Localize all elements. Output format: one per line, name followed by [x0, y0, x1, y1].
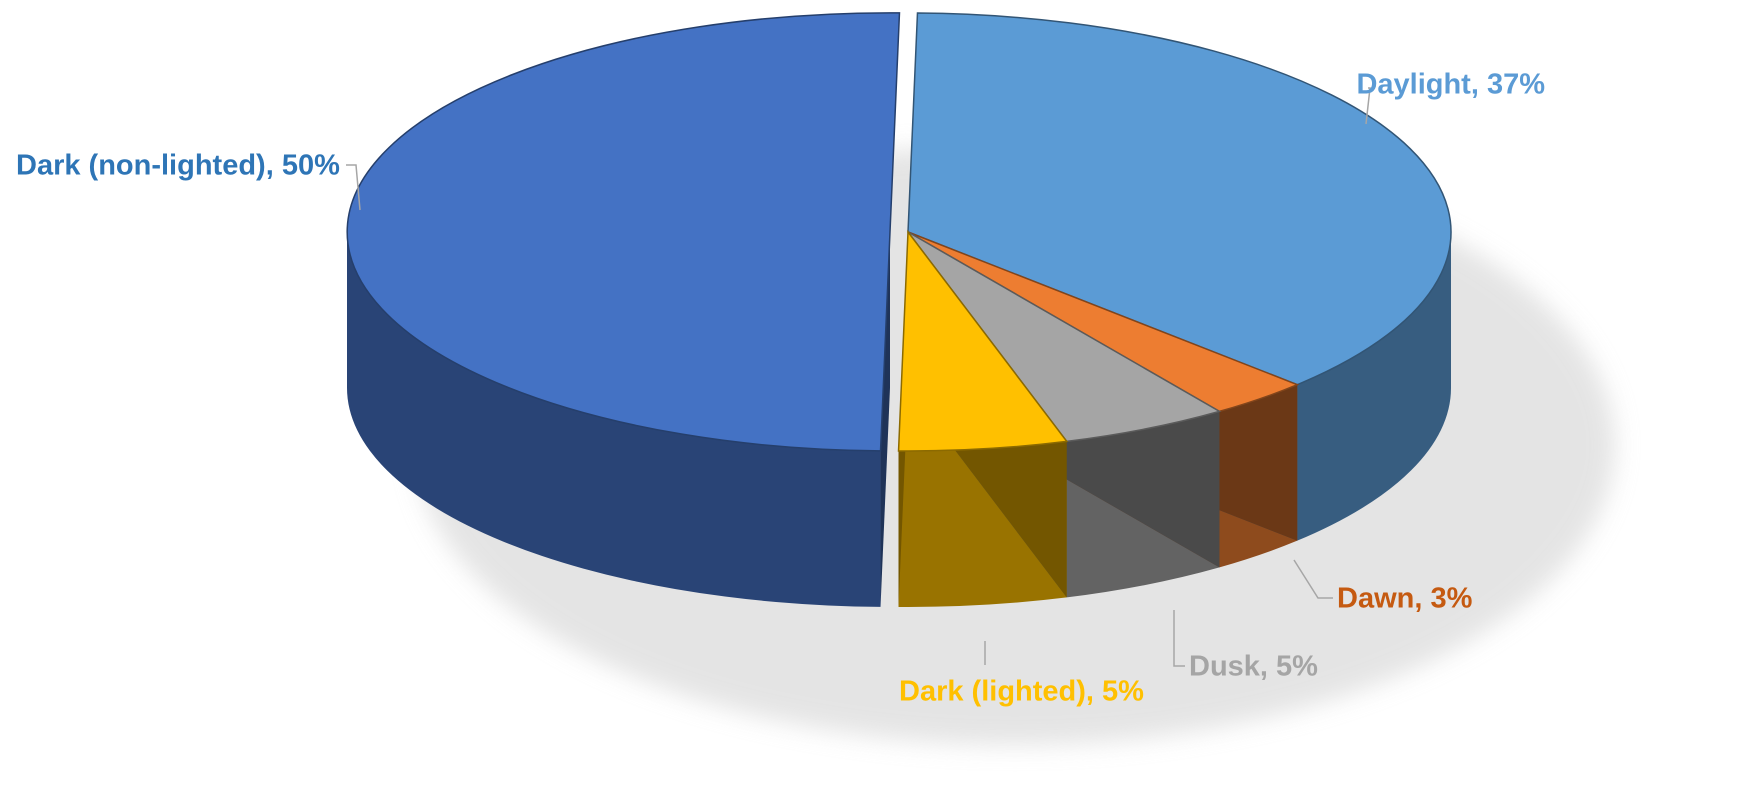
pie-slice-dark-non-lighted — [346, 12, 901, 452]
leader-line-dusk — [1173, 610, 1185, 667]
pie-top-layer — [346, 12, 1452, 452]
pie-cut-dark-non-lighted-0 — [880, 231, 891, 607]
leader-lines — [346, 87, 1371, 667]
leader-line-dark-non-lighted — [346, 164, 361, 211]
data-label-dark-lighted: Dark (lighted), 5% — [899, 676, 1144, 708]
leader-line-daylight — [1365, 87, 1371, 125]
leader-line-dawn — [1293, 559, 1333, 599]
pie-side-daylight — [1297, 232, 1451, 541]
data-label-daylight: Daylight, 37% — [1356, 69, 1545, 101]
pie-side-dark-non-lighted — [347, 231, 881, 607]
data-labels: Daylight, 37% Dawn, 3% Dusk, 5% Dark (light… — [16, 69, 1545, 708]
pie-slice-dusk — [907, 231, 1222, 443]
data-label-dawn: Dawn, 3% — [1337, 583, 1473, 615]
data-label-dark-non-lighted: Dark (non-lighted), 50% — [16, 150, 340, 182]
pie-slice-daylight — [907, 12, 1452, 386]
data-label-dusk: Dusk, 5% — [1189, 651, 1318, 683]
pie-slice-dark-lighted — [897, 229, 1069, 452]
